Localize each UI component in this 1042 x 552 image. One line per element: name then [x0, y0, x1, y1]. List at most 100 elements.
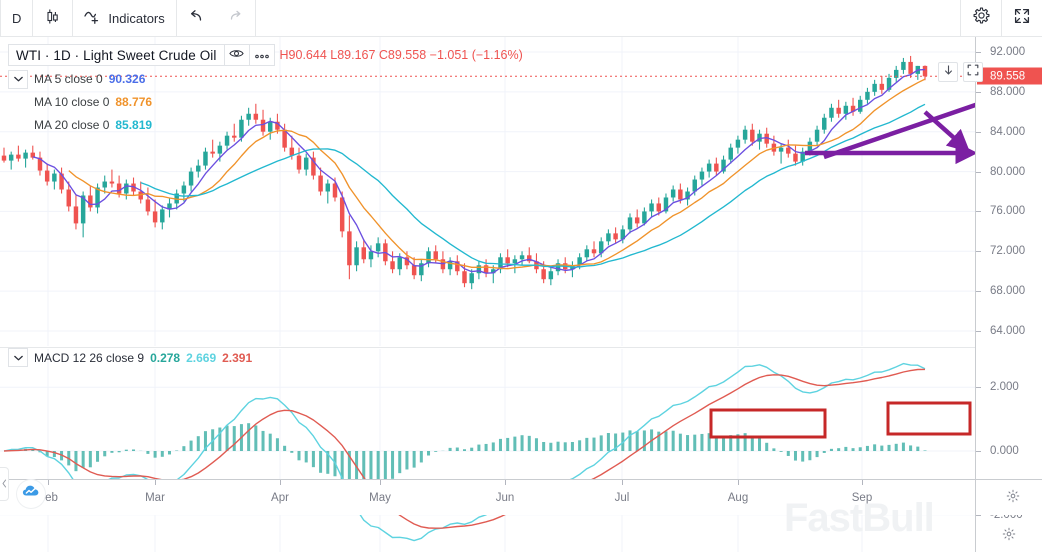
price-axis-label: 64.000 [990, 325, 1026, 338]
price-axis-tick [976, 251, 981, 253]
chart-settings-button[interactable] [961, 0, 1001, 37]
ma20-value: 85.819 [115, 118, 153, 132]
ma10-value: 88.776 [115, 95, 153, 109]
wave-plus-icon [84, 8, 103, 28]
macd-axis-label: 0.000 [990, 445, 1019, 457]
axis-corner-divider [975, 480, 976, 516]
ma10-legend-row: MA 10 close 0 88.776 [8, 92, 523, 112]
macd-label: MACD 12 26 close 9 [34, 350, 145, 365]
toolbar-divider [960, 0, 961, 37]
macd-axis-tick [976, 451, 981, 452]
toolbar-divider [72, 0, 74, 37]
chart-float-buttons [938, 62, 983, 82]
time-axis-tick [738, 480, 739, 485]
time-axis-label: Sep [851, 492, 873, 504]
symbol-more-button[interactable] [248, 44, 274, 66]
toolbar-divider [254, 0, 256, 37]
redo-button[interactable] [216, 0, 255, 37]
toolbar-divider [0, 0, 1, 37]
ma20-legend-row: MA 20 close 0 85.819 [8, 115, 523, 135]
price-axis-tick [976, 51, 981, 53]
macd-pane[interactable] [0, 349, 975, 552]
indicators-button[interactable]: Indicators [73, 0, 175, 37]
ohlc-values: H90.644 L89.167 C89.558 −1.051 (−1.16%) [279, 48, 523, 62]
fullscreen-icon [1013, 7, 1031, 30]
ma5-legend-row: MA 5 close 0 90.326 [8, 69, 523, 89]
frame-icon [967, 63, 979, 81]
chart-type-button[interactable] [33, 0, 72, 37]
scroll-to-realtime-button[interactable] [938, 62, 958, 82]
price-axis-settings-button[interactable] [1002, 527, 1016, 546]
symbol-legend-row: WTI · 1D · Light Sweet Crude Oil [8, 44, 523, 66]
arrow-down-icon [943, 63, 954, 81]
gear-icon [972, 6, 991, 30]
price-axis-label: 92.000 [990, 45, 1026, 58]
macd-legend: MACD 12 26 close 9 0.278 2.669 2.391 [8, 348, 252, 367]
macd-axis-tick [976, 387, 981, 389]
chevron-down-icon [13, 351, 24, 365]
redo-arrow-icon [227, 9, 244, 27]
ma5-label: MA 5 close 0 [34, 72, 103, 86]
time-axis-tick [280, 480, 281, 485]
eye-icon [229, 48, 244, 62]
price-axis-tick [976, 291, 981, 293]
time-axis-tick [380, 480, 381, 485]
timeframe-label: D [12, 10, 22, 26]
time-axis[interactable]: Feb Mar Apr May Jun Jul Aug Sep [0, 479, 1042, 516]
collapse-macd-button[interactable] [8, 348, 28, 367]
time-axis-label: Aug [727, 492, 749, 504]
macd-axis-label: 2.000 [990, 381, 1019, 394]
price-axis-label: 84.000 [990, 125, 1026, 138]
price-axis-label: 88.000 [990, 85, 1026, 98]
time-axis-tick [155, 480, 156, 485]
price-axis-tick [976, 91, 981, 93]
more-dots-icon [254, 48, 270, 62]
macd-line-value: 2.669 [186, 350, 217, 365]
time-axis-label: Mar [145, 492, 165, 504]
toolbar-divider [175, 0, 177, 37]
macd-histogram-value: 0.278 [150, 350, 181, 365]
ma20-label: MA 20 close 0 [34, 118, 110, 132]
undo-arrow-icon [188, 9, 205, 27]
price-axis-label: 80.000 [990, 165, 1026, 178]
time-axis-settings-button[interactable] [1006, 489, 1020, 508]
ma10-label: MA 10 close 0 [34, 95, 110, 109]
watermark: FastBull [784, 496, 935, 540]
toggle-visibility-button[interactable] [223, 44, 249, 66]
time-axis-label: May [369, 492, 391, 504]
price-axis-tick [976, 331, 981, 333]
pane-divider[interactable] [0, 347, 975, 348]
symbol-box[interactable]: WTI · 1D · Light Sweet Crude Oil [8, 44, 275, 66]
macd-axis-tick [976, 514, 981, 516]
time-axis-tick [622, 480, 623, 485]
ma5-value: 90.326 [108, 72, 146, 86]
price-axis-tick [976, 171, 981, 173]
time-axis-label: Jun [495, 492, 515, 504]
top-toolbar: D [0, 0, 1042, 37]
left-panel-toggle[interactable] [0, 467, 9, 501]
brand-logo[interactable] [17, 480, 45, 508]
price-axis[interactable]: 92.000 88.000 84.000 80.000 76.000 72.000 68.0… [975, 37, 1042, 552]
macd-signal-value: 2.391 [222, 350, 253, 365]
fullscreen-button[interactable] [1002, 0, 1042, 37]
toolbar-divider [32, 0, 34, 37]
time-axis-label: Jul [614, 492, 630, 504]
legend-indent-spacer [8, 93, 28, 112]
price-legend: WTI · 1D · Light Sweet Crude Oil [8, 44, 523, 135]
current-price-label: 89.558 [977, 67, 1042, 85]
timeframe-button[interactable]: D [1, 0, 32, 37]
chart-container[interactable]: FastBull WTI · 1D · Light Sweet Crude Oi… [0, 37, 1042, 552]
fit-chart-button[interactable] [963, 62, 983, 82]
price-axis-label: 72.000 [990, 245, 1026, 258]
price-axis-label: 76.000 [990, 205, 1026, 218]
undo-button[interactable] [177, 0, 216, 37]
time-axis-tick [862, 480, 863, 485]
candlestick-icon [44, 8, 61, 28]
collapse-price-indicators-button[interactable] [8, 69, 28, 89]
macd-chart-svg [0, 349, 975, 552]
legend-indent-spacer [8, 116, 28, 135]
price-axis-label: 68.000 [990, 285, 1026, 298]
time-axis-label: Apr [271, 492, 289, 504]
time-axis-tick [48, 480, 49, 485]
